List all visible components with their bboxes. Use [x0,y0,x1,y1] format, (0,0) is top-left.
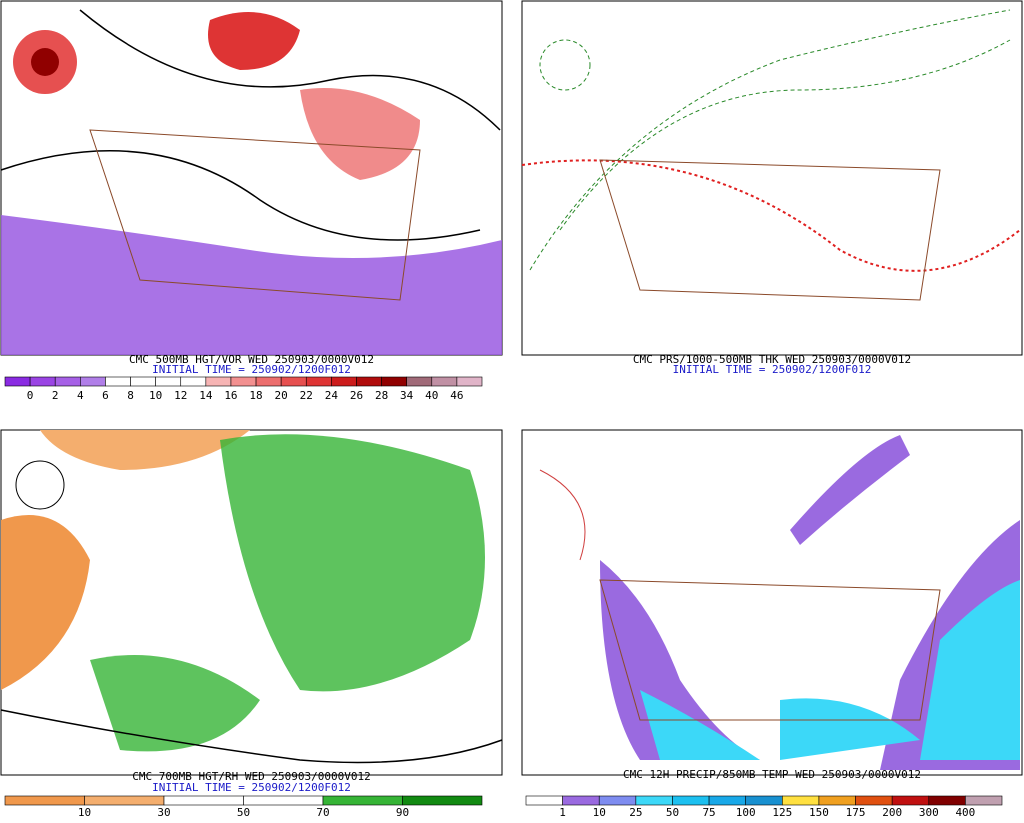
colorbar-cell [331,376,357,387]
colorbar-label: 46 [450,389,463,402]
colorbar-label: 70 [316,806,329,819]
colorbar-cell [54,376,81,387]
colorbar-label: 50 [237,806,250,819]
colorbar-cell [891,795,930,806]
colorbar-label: 0 [27,389,34,402]
colorbar-cell [4,795,85,806]
colorbar-label: 10 [78,806,91,819]
map-700mb [0,429,503,776]
map-precip [521,429,1023,776]
colorbar-cell [84,795,165,806]
colorbar-cell [205,376,232,387]
colorbar-label: 26 [350,389,363,402]
colorbar-label: 28 [375,389,388,402]
colorbar-label: 150 [809,806,829,819]
colorbar-label: 400 [955,806,975,819]
colorbar-cell [562,795,600,806]
initial-time: INITIAL TIME = 250902/1200F012 [673,363,872,376]
colorbar-cell [402,795,483,806]
colorbar-cell [322,795,403,806]
colorbar-label: 18 [249,389,262,402]
colorbar-cell [29,376,56,387]
colorbar-cell [243,795,324,806]
colorbar-cell [928,795,966,806]
colorbar-label: 125 [772,806,792,819]
colorbar-cell [130,376,156,387]
colorbar-label: 6 [102,389,109,402]
colorbar-label: 50 [666,806,679,819]
panel-caption: CMC 700MB HGT/RH WED 250903/0000V012 [132,770,370,783]
colorbar-cell [782,795,820,806]
colorbar-cell [230,376,257,387]
colorbar-cell [406,376,433,387]
map-500mb [0,0,503,356]
colorbar-cell [456,376,483,387]
colorbar-label: 25 [629,806,642,819]
colorbar-label: 300 [919,806,939,819]
colorbar-label: 10 [149,389,162,402]
colorbar-cell [855,795,893,806]
colorbar-cell [635,795,673,806]
colorbar-label: 30 [157,806,170,819]
colorbar-cell [305,376,332,387]
colorbar-cell [280,376,307,387]
colorbar-label: 14 [199,389,213,402]
initial-time: INITIAL TIME = 250902/1200F012 [152,363,351,376]
colorbar-cell [965,795,1003,806]
colorbar-cell [163,795,244,806]
colorbar-cell [745,795,783,806]
panel-caption: CMC PRS/1000-500MB THK WED 250903/0000V0… [633,353,911,366]
colorbar-label: 10 [593,806,606,819]
colorbar-label: 75 [702,806,715,819]
colorbar-cell [80,376,106,387]
colorbar-label: 8 [127,389,134,402]
colorbar-label: 24 [325,389,339,402]
colorbar-label: 34 [400,389,414,402]
colorbar-cell [4,376,31,387]
colorbar-cell [105,376,131,387]
colorbar-cell [708,795,746,806]
colorbar-cell [672,795,710,806]
colorbar-label: 20 [275,389,288,402]
panel-caption: CMC 500MB HGT/VOR WED 250903/0000V012 [129,353,374,366]
colorbar-label: 2 [52,389,59,402]
colorbar-label: 175 [846,806,866,819]
colorbar-cell [356,376,382,387]
colorbar-cell [180,376,207,387]
colorbar-label: 200 [882,806,902,819]
colorbar-cell [255,376,282,387]
colorbar-cell [818,795,856,806]
colorbar-label: 90 [396,806,409,819]
colorbar-label: 12 [174,389,187,402]
colorbar-label: 4 [77,389,84,402]
colorbar-label: 22 [300,389,313,402]
panel-caption: CMC 12H PRECIP/850MB TEMP WED 250903/000… [623,768,921,781]
colorbar-cell [431,376,458,387]
colorbar-cell [598,795,637,806]
colorbar-label: 40 [425,389,438,402]
colorbar-label: 100 [736,806,756,819]
colorbar-cell [381,376,407,387]
colorbar-label: 1 [559,806,566,819]
initial-time: INITIAL TIME = 250902/1200F012 [152,781,351,794]
map-thickness [521,0,1023,356]
colorbar-cell [525,795,563,806]
colorbar-label: 16 [224,389,237,402]
colorbar-cell [155,376,182,387]
